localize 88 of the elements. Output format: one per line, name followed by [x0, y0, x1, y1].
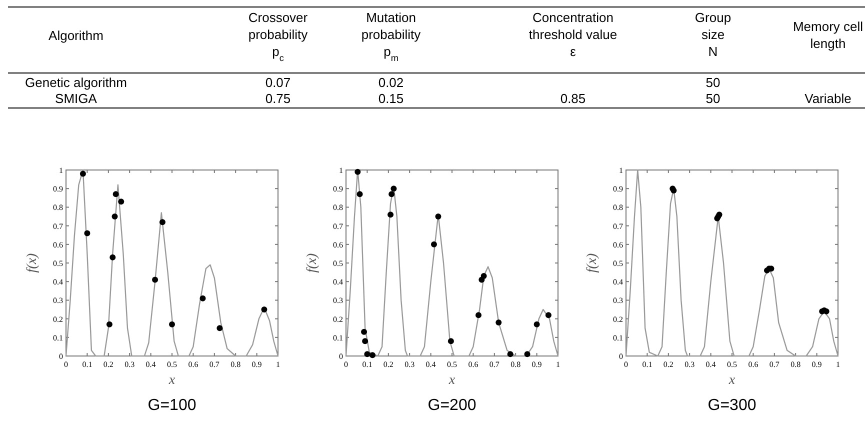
y-tick-label: 0.1 [613, 333, 623, 342]
y-tick-label: 0.4 [613, 278, 623, 287]
y-tick-label: 0 [619, 352, 623, 361]
y-axis-title: f(x) [585, 252, 600, 273]
text: G=200 [428, 397, 476, 414]
x-axis-title: x [728, 373, 736, 388]
x-tick-label: 0.9 [532, 360, 542, 369]
y-tick-label: 0.3 [333, 296, 343, 306]
x-tick-label: 1 [836, 360, 840, 369]
y-tick-label: 0.8 [333, 203, 343, 212]
y-tick-label: 0.2 [333, 314, 343, 324]
y-tick-label: 0.7 [53, 222, 63, 231]
x-tick-label: 0.3 [124, 360, 135, 369]
category-label: Memory cell length [792, 19, 864, 51]
x-tick-label: 0.2 [663, 360, 674, 369]
y-tick-label: 0.6 [613, 240, 623, 250]
y-tick-label: 0.6 [53, 240, 63, 250]
category-label: Algorithm [48, 28, 104, 43]
x-tick-label: 0.6 [748, 360, 758, 369]
category-label: SMIGA [55, 91, 97, 106]
y-tick-label: 0.8 [53, 203, 63, 212]
y-tick-label: 0.7 [333, 222, 343, 231]
y-tick-label: 0.9 [613, 184, 623, 194]
text: 0.75 [265, 91, 291, 106]
y-tick-label: 0.7 [613, 222, 623, 231]
text: Variable [804, 91, 852, 106]
y-axis-title: f(x) [25, 252, 40, 273]
y-tick-label: 0.8 [613, 203, 623, 212]
y-tick-label: 0.1 [53, 333, 63, 342]
y-tick-label: 0.5 [613, 259, 623, 268]
category-label: Concentration threshold value ε [528, 10, 618, 59]
x-tick-label: 0.7 [209, 360, 220, 369]
text: 0.85 [560, 91, 586, 106]
text: 50 [706, 91, 720, 106]
y-tick-label: 1 [59, 166, 63, 175]
x-tick-label: 0.4 [146, 360, 156, 369]
x-tick-label: 0.9 [252, 360, 262, 369]
y-tick-label: 0 [59, 352, 63, 361]
y-tick-label: 0.6 [333, 240, 343, 250]
category-label: Mutation probability p$_{m}$ [361, 10, 422, 63]
x-tick-label: 0.5 [447, 360, 457, 369]
y-tick-label: 0.5 [53, 259, 63, 268]
y-tick-label: 0.3 [53, 296, 63, 306]
text: 0.15 [378, 91, 404, 106]
x-tick-label: 0.4 [426, 360, 436, 369]
y-tick-label: 0.2 [613, 314, 623, 324]
x-tick-label: 0.8 [510, 360, 521, 369]
y-tick-label: 0.4 [333, 278, 343, 287]
x-axis-title: x [448, 373, 456, 388]
y-tick-label: 0.9 [333, 184, 343, 194]
y-tick-label: 0.9 [53, 184, 63, 194]
y-tick-label: 0.5 [333, 259, 343, 268]
x-tick-label: 0.9 [812, 360, 822, 369]
x-tick-label: 0.5 [167, 360, 177, 369]
y-tick-label: 0.1 [333, 333, 343, 342]
text: G=100 [148, 397, 196, 414]
y-tick-label: 1 [619, 166, 623, 175]
x-tick-label: 0.8 [230, 360, 241, 369]
y-tick-label: 1 [339, 166, 343, 175]
x-tick-label: 0.2 [103, 360, 114, 369]
text: 0.07 [265, 75, 291, 90]
x-axis-title: x [168, 373, 176, 388]
x-tick-label: 0.6 [188, 360, 198, 369]
x-tick-label: 0.6 [468, 360, 478, 369]
y-tick-label: 0 [339, 352, 343, 361]
text: G=300 [708, 397, 756, 414]
category-label: Genetic algorithm [25, 75, 127, 90]
x-tick-label: 1 [556, 360, 560, 369]
x-tick-label: 1 [276, 360, 280, 369]
category-label: Group size N [694, 10, 732, 59]
x-tick-label: 0.8 [790, 360, 801, 369]
text: 0.02 [378, 75, 404, 90]
y-tick-label: 0.4 [53, 278, 63, 287]
x-tick-label: 0.7 [489, 360, 500, 369]
y-tick-label: 0.2 [53, 314, 63, 324]
x-tick-label: 0.1 [362, 360, 372, 369]
x-tick-label: 0.4 [706, 360, 716, 369]
x-tick-label: 0.3 [404, 360, 415, 369]
x-tick-label: 0.1 [82, 360, 92, 369]
category-label: Crossover probability p$_{c}$ [248, 10, 308, 63]
y-axis-title: f(x) [305, 252, 320, 273]
x-tick-label: 0.3 [684, 360, 695, 369]
y-tick-label: 0.3 [613, 296, 623, 306]
x-tick-label: 0.7 [769, 360, 780, 369]
x-tick-label: 0.1 [642, 360, 652, 369]
x-tick-label: 0.5 [727, 360, 737, 369]
text: 50 [706, 75, 720, 90]
x-tick-label: 0.2 [383, 360, 394, 369]
